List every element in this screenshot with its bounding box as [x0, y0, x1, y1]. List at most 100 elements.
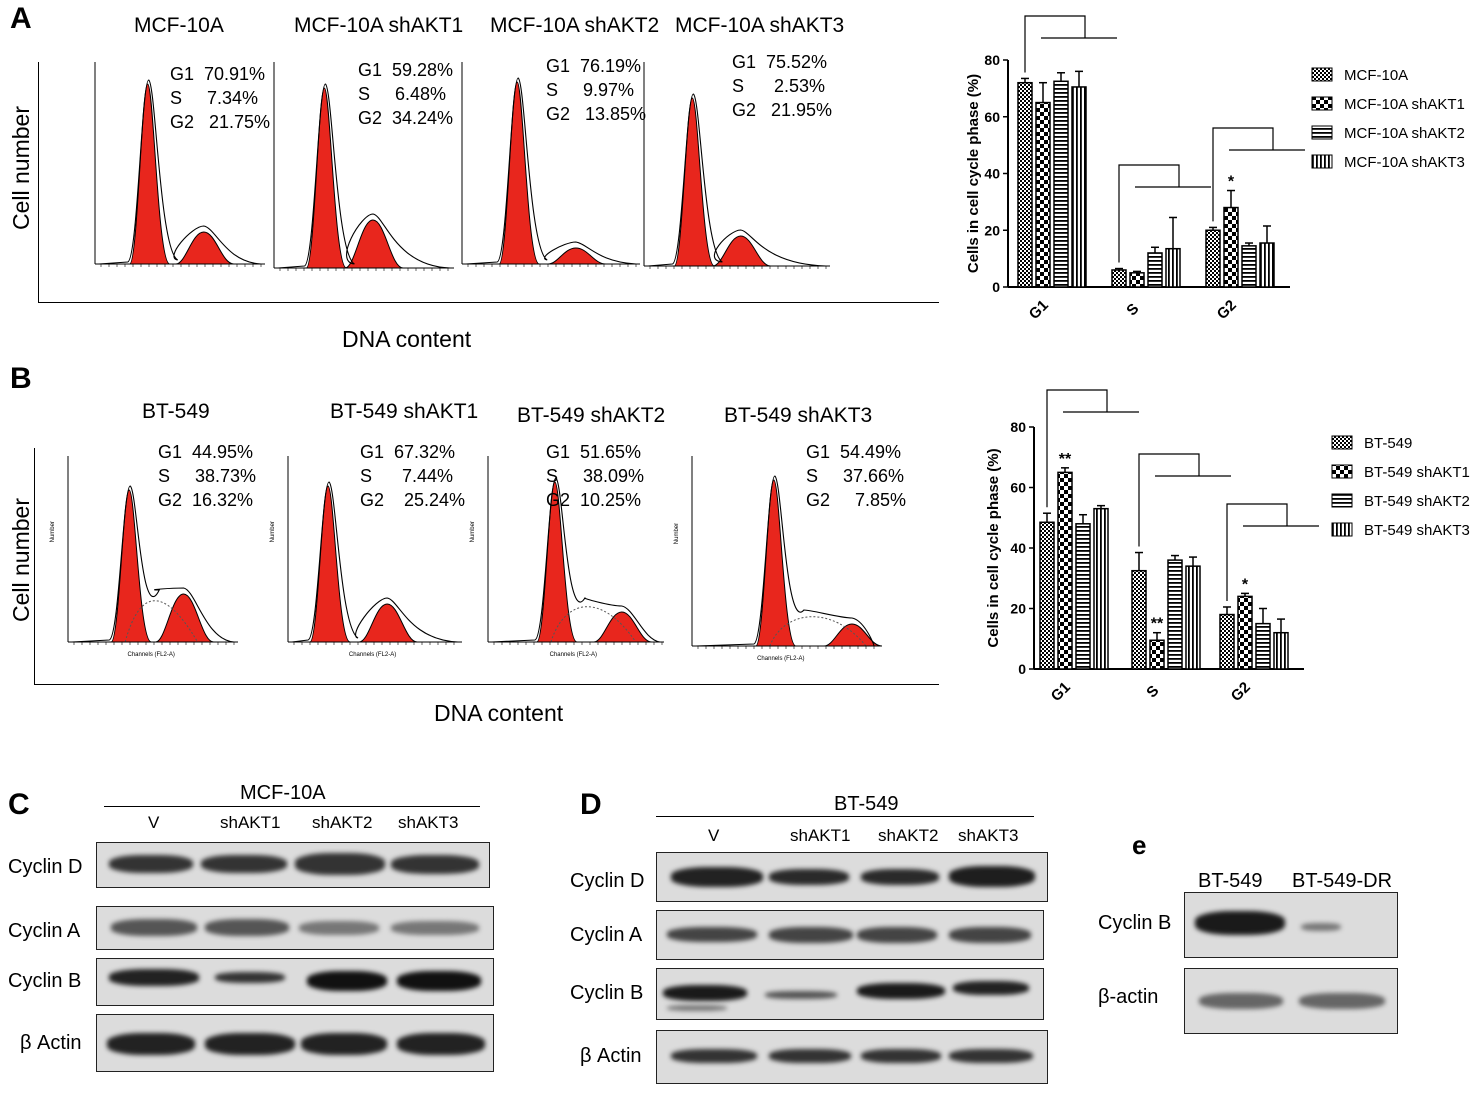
panel-b-histogram-1: Number Channels (FL2-A) — [270, 456, 462, 658]
band — [949, 866, 1035, 887]
panel-d-lane-0: V — [708, 826, 720, 845]
blot-d-cyclin-a — [656, 910, 1044, 960]
panel-d-group-label: BT-549 — [834, 793, 899, 815]
panel-b-stat-g1-0: G1 44.95% — [158, 442, 254, 462]
bar — [1223, 206, 1239, 288]
g1-peak — [498, 81, 540, 265]
panel-b-stat-g2-1: G2 25.24% — [360, 490, 466, 510]
hist-y-tick-label: Number — [470, 521, 476, 542]
hist-x-axis-label: Channels (FL2-A) — [128, 652, 175, 658]
significance-marker: ** — [1151, 616, 1164, 633]
band — [769, 1049, 851, 1063]
significance-bracket — [1212, 127, 1274, 222]
band — [949, 927, 1031, 943]
panel-b-stat-s-3: S 37.66% — [806, 466, 905, 486]
panel-a-histogram-1 — [273, 62, 454, 271]
panel-e-letter: e — [1132, 830, 1147, 860]
g2-peak — [712, 235, 771, 267]
histogram-envelope — [647, 93, 827, 267]
bar — [1147, 252, 1163, 288]
band — [1299, 993, 1385, 1009]
band — [949, 1049, 1033, 1063]
bar — [1057, 471, 1073, 670]
panel-b-stat-g1-2: G1 51.65% — [546, 442, 642, 462]
legend-label: BT-549 — [1364, 435, 1412, 452]
band — [299, 921, 379, 935]
band — [397, 971, 481, 991]
panel-a-stat-g1-1: G1 59.28% — [358, 60, 454, 80]
s-phase-area — [769, 616, 868, 647]
panel-c-lane-0: V — [148, 813, 160, 832]
panel-c-letter: C — [8, 788, 30, 821]
band — [215, 972, 285, 983]
panel-b-stat-g1-1: G1 67.32% — [360, 442, 456, 462]
panel-b-letter: B — [10, 362, 32, 395]
panel-c-row-2: Cyclin B — [8, 970, 82, 992]
y-tick-label: 20 — [984, 222, 1000, 238]
panel-b-frame — [34, 448, 939, 685]
legend-label: BT-549 shAKT1 — [1364, 464, 1470, 481]
bar — [1053, 80, 1069, 288]
band — [205, 919, 289, 936]
panel-d-letter: D — [580, 788, 602, 821]
blot-e-cyclin-b — [1184, 892, 1398, 958]
blot-c-cyclin-d — [96, 842, 490, 888]
panel-a-hist-title-3: MCF-10A shAKT3 — [675, 14, 845, 37]
g1-peak — [110, 489, 152, 643]
histogram-envelope — [291, 481, 459, 643]
band — [857, 983, 945, 999]
legend-label: BT-549 shAKT2 — [1364, 493, 1470, 510]
band — [301, 1033, 387, 1055]
bar-chart-b: 0 20 40 60 80 Cells in cell cycle phase (%) G1… — [985, 389, 1470, 705]
legend-label: MCF-10A shAKT1 — [1344, 96, 1465, 113]
bar — [1167, 559, 1183, 670]
y-tick-label: 80 — [984, 52, 1000, 68]
panel-e-row-1: β-actin — [1098, 986, 1159, 1008]
blot-c-cyclin-a — [96, 906, 494, 950]
histogram-envelope — [465, 77, 637, 265]
blot-d-cyclin-d — [656, 852, 1048, 902]
panel-b-stat-g2-2: G2 10.25% — [546, 490, 642, 510]
legend-swatch — [1331, 464, 1353, 479]
bar — [1241, 245, 1257, 288]
legend-label: MCF-10A — [1344, 67, 1408, 84]
y-tick-label: 40 — [984, 166, 1000, 182]
band — [765, 991, 837, 999]
panel-a-stat-s-2: S 9.97% — [546, 80, 635, 100]
bar — [1111, 269, 1127, 288]
panel-b-stat-s-1: S 7.44% — [360, 466, 454, 486]
significance-marker: * — [1228, 174, 1235, 191]
blot-c-cyclin-b — [96, 958, 494, 1006]
s-phase-area — [550, 606, 637, 643]
panel-b-histogram-2: Number Channels (FL2-A) — [470, 456, 664, 658]
panel-a-x-axis-title: DNA content — [342, 326, 472, 352]
band — [391, 855, 479, 874]
band — [111, 919, 197, 936]
panel-b-hist-title-3: BT-549 shAKT3 — [724, 404, 873, 427]
hist-x-axis-label: Channels (FL2-A) — [757, 656, 804, 662]
g2-peak — [359, 603, 418, 643]
g1-peak — [673, 97, 715, 267]
panel-c-lane-3: shAKT3 — [398, 813, 459, 832]
legend-label: BT-549 shAKT3 — [1364, 522, 1470, 539]
panel-d-row-0: Cyclin D — [570, 870, 645, 892]
panel-d-row-1: Cyclin A — [570, 924, 643, 946]
hist-y-tick-label: Number — [50, 521, 56, 542]
legend-swatch — [1331, 522, 1353, 537]
y-axis-title: Cells in cell cycle phase (%) — [985, 448, 1002, 647]
g2-peak — [823, 623, 883, 647]
hist-y-tick-label: Number — [270, 521, 276, 542]
panel-c-row-1: Cyclin A — [8, 920, 81, 942]
panel-c-group-label: MCF-10A — [240, 782, 326, 804]
bar — [1035, 101, 1051, 288]
panel-c-row-0: Cyclin D — [8, 856, 83, 878]
y-tick-label: 0 — [1018, 661, 1026, 677]
g2-peak — [547, 247, 606, 265]
x-tick-label: G1 — [1026, 297, 1052, 323]
band — [769, 869, 849, 885]
g1-peak — [309, 485, 351, 643]
y-tick-label: 80 — [1010, 419, 1026, 435]
histogram-envelope — [491, 477, 661, 643]
band — [671, 1049, 757, 1063]
panel-a-hist-title-2: MCF-10A shAKT2 — [490, 14, 660, 37]
